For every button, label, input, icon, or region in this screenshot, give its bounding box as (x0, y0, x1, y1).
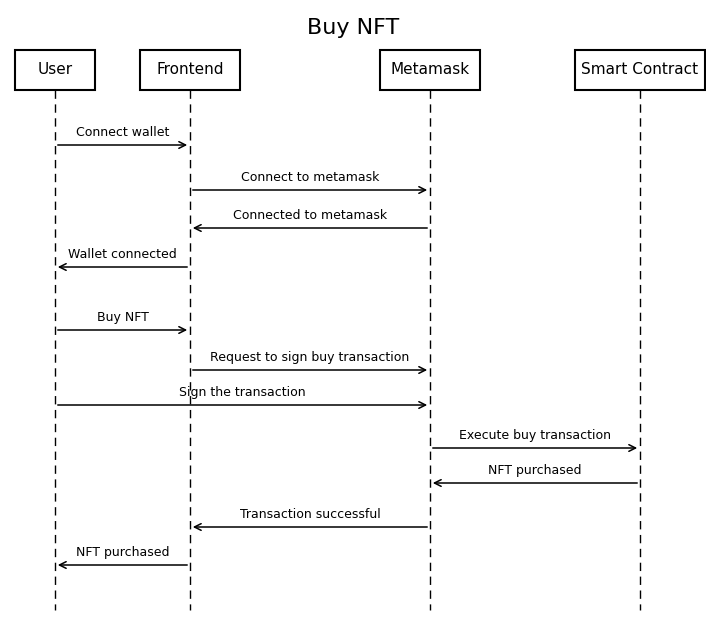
Text: Connect to metamask: Connect to metamask (241, 171, 379, 184)
Text: Metamask: Metamask (390, 63, 469, 78)
Text: Connected to metamask: Connected to metamask (233, 209, 387, 222)
Text: Buy NFT: Buy NFT (307, 18, 399, 38)
Text: Sign the transaction: Sign the transaction (179, 386, 306, 399)
Bar (575, 50, 705, 90)
Text: Smart Contract: Smart Contract (582, 63, 698, 78)
Text: Buy NFT: Buy NFT (97, 311, 148, 324)
Bar (15, 50, 95, 90)
Text: Connect wallet: Connect wallet (76, 126, 169, 139)
Text: User: User (37, 63, 73, 78)
Text: Execute buy transaction: Execute buy transaction (459, 429, 611, 442)
Text: Request to sign buy transaction: Request to sign buy transaction (210, 351, 409, 364)
Text: Wallet connected: Wallet connected (68, 248, 177, 261)
Text: NFT purchased: NFT purchased (76, 546, 169, 559)
Text: Transaction successful: Transaction successful (239, 508, 381, 521)
Bar (140, 50, 240, 90)
Text: Frontend: Frontend (156, 63, 224, 78)
Bar (380, 50, 480, 90)
Text: NFT purchased: NFT purchased (489, 464, 582, 477)
